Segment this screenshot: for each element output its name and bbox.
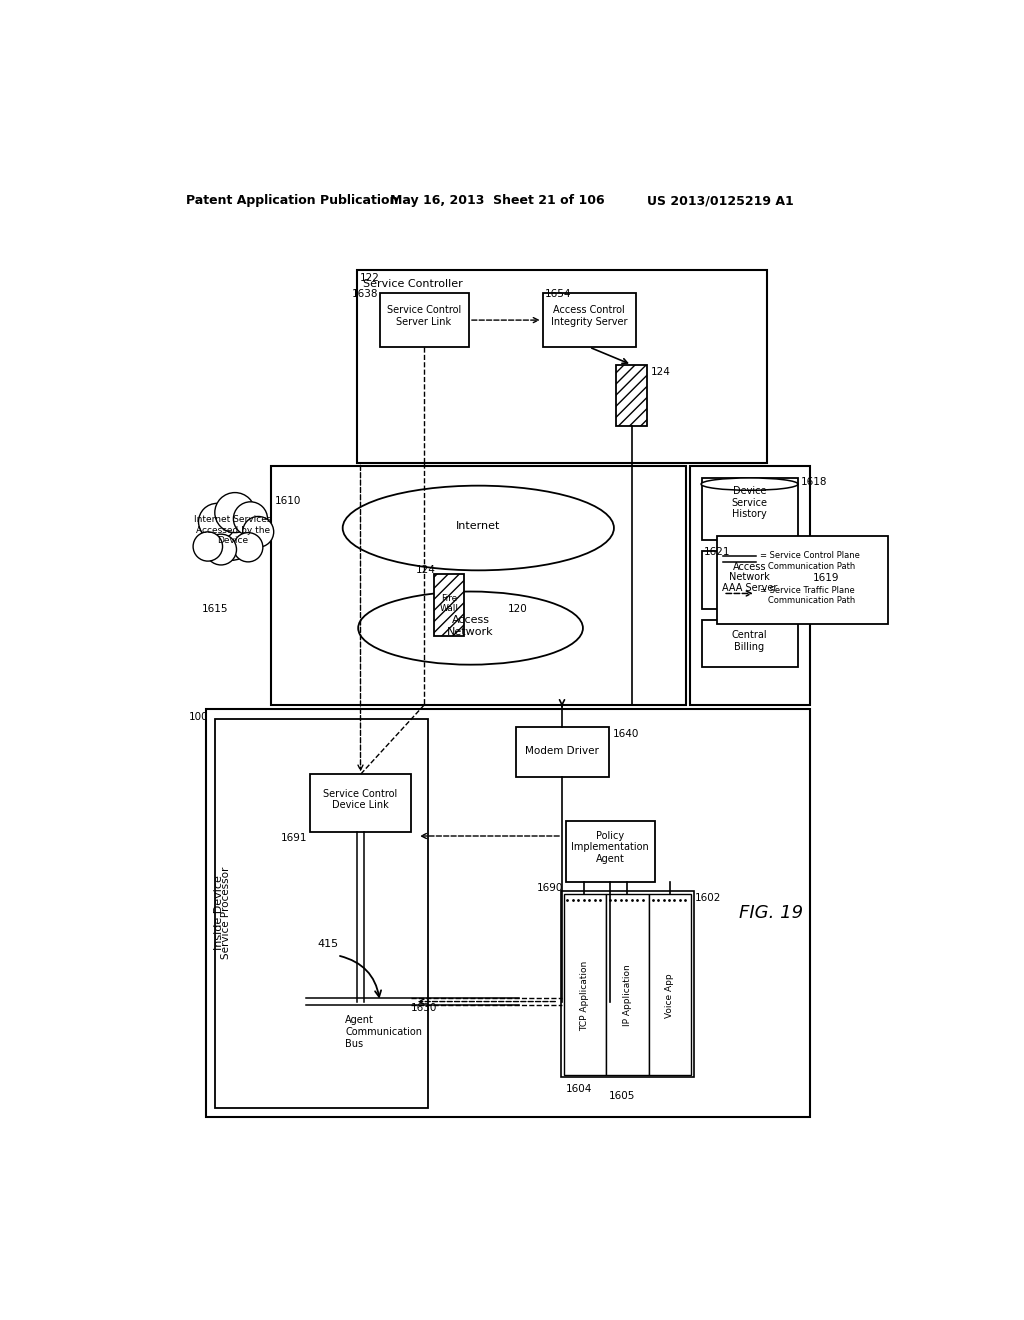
- Text: Implementation: Implementation: [571, 842, 649, 851]
- Text: 1630: 1630: [411, 1003, 437, 1012]
- Text: 124: 124: [651, 367, 671, 378]
- Bar: [563, 894, 606, 1074]
- Text: Access Control: Access Control: [553, 305, 625, 315]
- Text: 1618: 1618: [801, 477, 827, 487]
- Bar: [701, 552, 799, 609]
- Text: = Service Traffic Plane
   Communication Path: = Service Traffic Plane Communication Pa…: [760, 586, 855, 605]
- Bar: [717, 536, 888, 624]
- Bar: [271, 466, 686, 705]
- Text: 100: 100: [188, 711, 208, 722]
- Circle shape: [215, 492, 255, 533]
- Text: Device
Service
History: Device Service History: [731, 486, 768, 519]
- Text: Voice App: Voice App: [666, 973, 674, 1018]
- Text: Access
Network: Access Network: [447, 615, 494, 636]
- Text: Service Controller: Service Controller: [362, 279, 463, 289]
- Bar: [701, 478, 799, 540]
- Text: Internet Services
Accessed by the
Device: Internet Services Accessed by the Device: [194, 515, 271, 545]
- Text: Device Link: Device Link: [332, 800, 389, 810]
- Text: TCP Application: TCP Application: [580, 960, 589, 1031]
- Text: Patent Application Publication: Patent Application Publication: [186, 194, 398, 207]
- Text: US 2013/0125219 A1: US 2013/0125219 A1: [647, 194, 794, 207]
- Text: IP Application: IP Application: [623, 965, 632, 1026]
- Bar: [356, 271, 767, 462]
- Bar: [543, 293, 636, 347]
- Text: Agent
Communication
Bus: Agent Communication Bus: [345, 1015, 422, 1048]
- Text: 1610: 1610: [275, 496, 302, 506]
- Text: AAA Server: AAA Server: [722, 583, 777, 593]
- Circle shape: [194, 532, 222, 561]
- Text: Central: Central: [732, 630, 767, 640]
- Text: 1619: 1619: [812, 573, 839, 583]
- Circle shape: [233, 502, 267, 536]
- Ellipse shape: [701, 478, 798, 490]
- Circle shape: [206, 511, 256, 561]
- Bar: [515, 726, 608, 776]
- Bar: [380, 293, 469, 347]
- Text: 122: 122: [359, 273, 380, 282]
- Text: 1602: 1602: [695, 892, 722, 903]
- Text: 1605: 1605: [608, 1092, 635, 1101]
- Text: 1621: 1621: [703, 548, 730, 557]
- Text: 1654: 1654: [545, 289, 571, 300]
- Text: 1690: 1690: [538, 883, 563, 894]
- Text: Internet: Internet: [456, 520, 501, 531]
- Ellipse shape: [358, 591, 583, 665]
- Text: Network: Network: [729, 573, 770, 582]
- Text: Server Link: Server Link: [396, 317, 452, 326]
- Text: Access: Access: [733, 561, 766, 572]
- Text: 1638: 1638: [352, 289, 378, 300]
- Circle shape: [206, 535, 237, 565]
- Text: FIG. 19: FIG. 19: [739, 904, 803, 921]
- Text: Service Control: Service Control: [387, 305, 461, 315]
- Text: Inside Device: Inside Device: [214, 875, 223, 950]
- Text: Service Processor: Service Processor: [221, 867, 231, 960]
- Bar: [606, 894, 649, 1074]
- Bar: [561, 891, 693, 1077]
- Bar: [310, 775, 411, 832]
- Text: Integrity Server: Integrity Server: [551, 317, 628, 326]
- Bar: [206, 709, 810, 1117]
- Text: Fire
Wall: Fire Wall: [439, 594, 459, 614]
- Text: 124: 124: [417, 565, 436, 576]
- Bar: [434, 574, 464, 636]
- Bar: [701, 620, 799, 667]
- Bar: [215, 719, 428, 1107]
- Circle shape: [243, 516, 273, 548]
- Text: Policy: Policy: [596, 832, 624, 841]
- Bar: [690, 466, 810, 705]
- Text: 1640: 1640: [612, 730, 639, 739]
- Bar: [649, 894, 691, 1074]
- Text: Billing: Billing: [734, 642, 765, 652]
- Circle shape: [233, 532, 263, 562]
- Text: May 16, 2013  Sheet 21 of 106: May 16, 2013 Sheet 21 of 106: [390, 194, 604, 207]
- Text: = Service Control Plane
   Communication Path: = Service Control Plane Communication Pa…: [760, 552, 859, 570]
- Text: Modem Driver: Modem Driver: [525, 746, 599, 756]
- Bar: [616, 364, 647, 426]
- Text: Service Control: Service Control: [324, 788, 397, 799]
- Text: 1615: 1615: [202, 603, 228, 614]
- Text: 120: 120: [508, 603, 527, 614]
- Ellipse shape: [343, 486, 614, 570]
- Circle shape: [199, 503, 236, 540]
- Text: Agent: Agent: [596, 854, 625, 865]
- Text: 415: 415: [317, 939, 339, 949]
- Bar: [566, 821, 655, 882]
- Text: 1691: 1691: [282, 833, 308, 843]
- Text: 1604: 1604: [566, 1084, 592, 1093]
